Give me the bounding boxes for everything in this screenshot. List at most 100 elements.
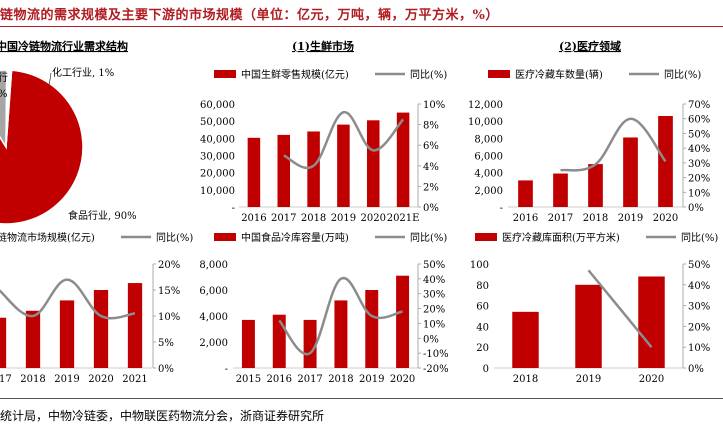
medstore-xtick: 2018 <box>513 374 538 385</box>
coldchain-bar <box>127 283 143 368</box>
fresh-legend-bar-swatch <box>214 70 236 78</box>
foodcold-xtick: 2018 <box>328 374 353 385</box>
medical-bar <box>588 164 603 207</box>
fresh-xtick: 2017 <box>271 213 296 224</box>
medical-y2tick: 20% <box>688 174 710 185</box>
medstore-ytick: 20 <box>476 343 489 354</box>
medical-ytick: - <box>500 203 503 214</box>
medstore-y2tick: 10% <box>688 343 710 354</box>
medical-y2tick: 30% <box>688 159 710 170</box>
foodcold-xtick: 2020 <box>390 374 415 385</box>
fresh-title: (1)生鲜市场 <box>292 39 354 53</box>
medical-y2tick: 0% <box>688 203 704 214</box>
pie-label-food: 食品行业, 90% <box>68 209 137 222</box>
coldchain-legend-bar-label: 链物流市场规模(亿元) <box>0 231 95 244</box>
fresh-y2tick: 0% <box>423 203 439 214</box>
medical-xtick: 2020 <box>653 213 678 224</box>
foodcold-bar <box>272 314 286 368</box>
foodcold-bar <box>396 275 410 368</box>
fresh-bar <box>247 137 261 207</box>
foodcold-bar <box>241 319 255 368</box>
medical-ytick: 6,000 <box>474 152 503 163</box>
medical-ytick: 10,000 <box>468 117 503 128</box>
foodcold-bar <box>365 290 379 368</box>
coldchain-legend-line-label: 同比(%) <box>156 232 193 244</box>
foodcold-xtick: 2015 <box>236 374 261 385</box>
fresh-y2tick: 6% <box>423 141 439 152</box>
medstore-ytick: 0 <box>483 364 489 375</box>
medical-ytick: 8,000 <box>474 134 503 145</box>
foodcold-ytick: 6,000 <box>199 286 228 297</box>
medstore-ytick: 80 <box>476 281 489 292</box>
fresh-xtick: 2016 <box>241 213 266 224</box>
medical-y2tick: 40% <box>688 144 710 155</box>
medical-bar <box>623 137 638 207</box>
medical-yoy-line <box>560 117 667 172</box>
fresh-y2tick: 10% <box>423 100 445 111</box>
coldchain-y2tick: 10% <box>158 312 180 323</box>
fresh-bar <box>277 134 291 207</box>
foodcold-bar <box>334 300 348 368</box>
foodcold-legend-line-label: 同比(%) <box>410 232 447 244</box>
fresh-ytick: 50,000 <box>200 117 235 128</box>
foodcold-ytick: 4,000 <box>199 312 228 323</box>
foodcold-legend-bar-swatch <box>214 233 236 241</box>
pie-title: 中国冷链物流行业需求结构 <box>0 39 128 53</box>
medstore-yoy-line <box>587 269 653 348</box>
fresh-bar <box>307 131 320 207</box>
medical-xtick: 2017 <box>548 213 573 224</box>
coldchain-y2tick: 0% <box>158 364 174 375</box>
medstore-y2tick: 20% <box>688 322 710 333</box>
foodcold-legend-bar-label: 中国食品冷库容量(万吨) <box>241 231 349 244</box>
figure-title: 链物流的需求规模及主要下游的市场规模（单位：亿元，万吨，辆，万平方米，%） <box>0 8 499 23</box>
fresh-y2tick: 4% <box>423 162 439 173</box>
medstore-bar <box>575 284 602 368</box>
foodcold-y2tick: 40% <box>423 275 445 286</box>
coldchain-y2tick: 5% <box>158 338 174 349</box>
fresh-ytick: - <box>232 203 235 214</box>
medstore-xtick: 2019 <box>576 374 601 385</box>
pie-slice <box>5 69 13 148</box>
medstore-legend-bar-swatch <box>475 233 497 241</box>
foodcold-y2tick: -20% <box>423 364 449 375</box>
medical-legend-bar-label: 医疗冷藏车数量(辆) <box>515 68 603 81</box>
foodcold-y2tick: -10% <box>423 349 449 360</box>
foodcold-bar <box>303 319 317 368</box>
medical-y2tick: 60% <box>688 115 710 126</box>
foodcold-xtick: 2016 <box>267 374 292 385</box>
pie-label-other-pct: % <box>0 89 8 100</box>
fresh-bar <box>366 120 380 207</box>
medical-bar <box>553 173 568 207</box>
coldchain-y2tick: 20% <box>158 260 180 271</box>
medstore-legend-bar-label: 医疗冷藏库面积(万平方米) <box>502 231 620 244</box>
foodcold-ytick: 8,000 <box>199 260 228 271</box>
medstore-bar <box>512 311 539 368</box>
pie-label-chem-leader <box>48 72 52 87</box>
fresh-legend-line-label: 同比(%) <box>410 69 447 81</box>
medical-ytick: 4,000 <box>474 169 503 180</box>
fresh-ytick: 40,000 <box>200 134 235 145</box>
fresh-xtick: 2021E <box>387 213 420 224</box>
foodcold-y2tick: 0% <box>423 334 439 345</box>
medstore-ytick: 40 <box>476 322 489 333</box>
fresh-bar <box>337 124 350 207</box>
medstore-y2tick: 0% <box>688 364 704 375</box>
fresh-y2tick: 8% <box>423 121 439 132</box>
coldchain-xtick: 2018 <box>20 374 45 385</box>
medstore-legend-line-label: 同比(%) <box>681 232 718 244</box>
foodcold-ytick: 2,000 <box>199 338 228 349</box>
coldchain-xtick: 2017 <box>0 374 12 385</box>
medical-xtick: 2018 <box>583 213 608 224</box>
fresh-legend-bar-label: 中国生鲜零售规模(亿元) <box>241 68 349 81</box>
medical-xtick: 2016 <box>513 213 538 224</box>
medical-y2tick: 70% <box>688 100 710 111</box>
coldchain-xtick: 2020 <box>88 374 113 385</box>
fresh-ytick: 20,000 <box>200 169 235 180</box>
foodcold-xtick: 2019 <box>359 374 384 385</box>
coldchain-xtick: 2019 <box>54 374 79 385</box>
foodcold-y2tick: 30% <box>423 290 445 301</box>
medstore-ytick: 100 <box>470 260 489 271</box>
fresh-ytick: 30,000 <box>200 152 235 163</box>
fresh-yoy-line <box>283 111 405 169</box>
